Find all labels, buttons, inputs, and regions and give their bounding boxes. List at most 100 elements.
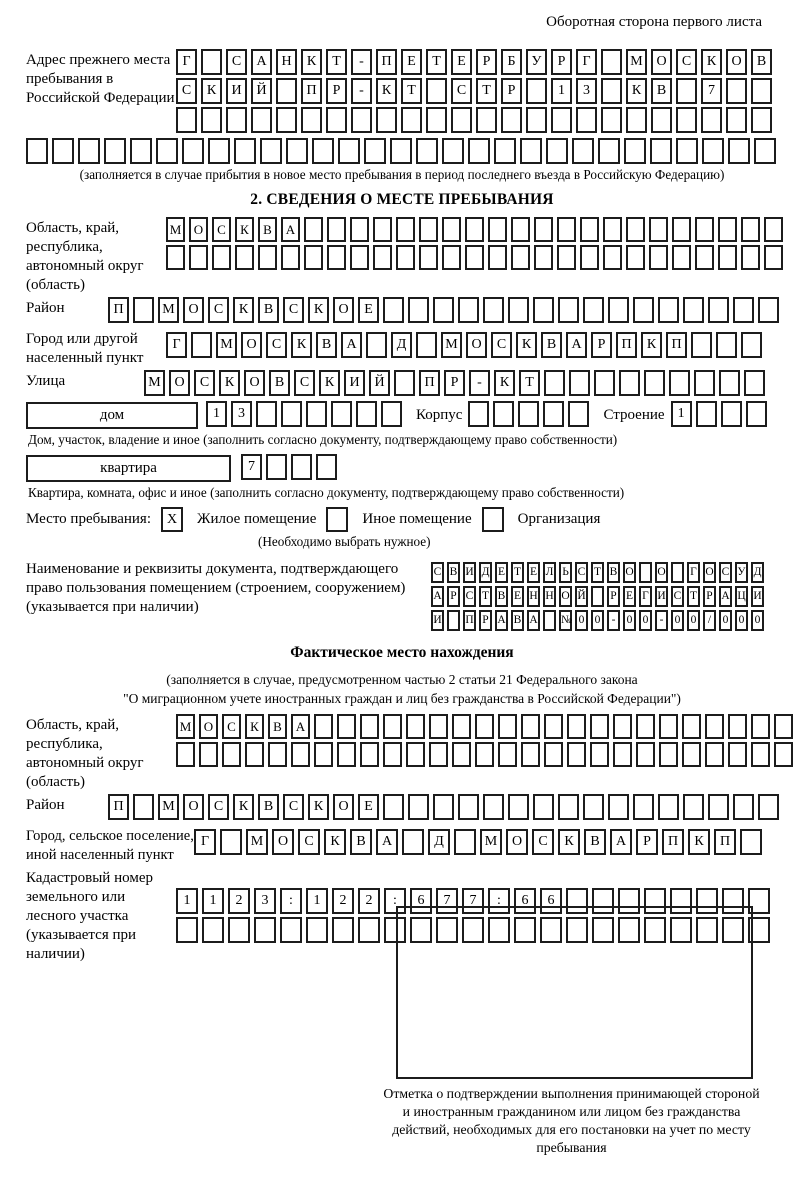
korpus-label: Корпус bbox=[416, 407, 463, 423]
char-box: Ц bbox=[735, 586, 748, 607]
char-box bbox=[406, 714, 425, 739]
char-box bbox=[256, 401, 277, 427]
char-box bbox=[511, 217, 530, 242]
char-box: К bbox=[516, 332, 537, 358]
char-box bbox=[669, 370, 690, 396]
char-box: 0 bbox=[751, 610, 764, 631]
char-box: В bbox=[350, 829, 372, 855]
stamp-area: Отметка о подтверждении выполнения прини… bbox=[383, 906, 768, 1157]
char-box: В bbox=[258, 217, 277, 242]
char-box bbox=[442, 217, 461, 242]
char-box bbox=[511, 245, 530, 270]
char-box: С bbox=[298, 829, 320, 855]
char-box bbox=[633, 297, 654, 323]
char-box bbox=[583, 794, 604, 820]
char-box: 3 bbox=[254, 888, 276, 914]
char-box bbox=[133, 297, 154, 323]
char-box bbox=[104, 138, 126, 164]
prev-address-row-4 bbox=[26, 138, 778, 164]
char-box bbox=[726, 107, 747, 133]
char-box: С bbox=[283, 297, 304, 323]
char-box bbox=[533, 297, 554, 323]
char-box bbox=[373, 245, 392, 270]
char-box: С bbox=[176, 78, 197, 104]
char-box bbox=[708, 297, 729, 323]
char-box: К bbox=[319, 370, 340, 396]
char-box: К bbox=[626, 78, 647, 104]
char-box bbox=[751, 78, 772, 104]
char-box: Т bbox=[591, 562, 604, 583]
char-box: - bbox=[655, 610, 668, 631]
char-box: : bbox=[280, 888, 302, 914]
char-box bbox=[695, 401, 717, 427]
char-box: В bbox=[511, 610, 524, 631]
char-box bbox=[408, 794, 429, 820]
char-box: Й bbox=[251, 78, 272, 104]
char-box: В bbox=[651, 78, 672, 104]
char-box: Т bbox=[687, 586, 700, 607]
char-box bbox=[633, 794, 654, 820]
stroenie-cells: 1 bbox=[670, 401, 771, 427]
char-box bbox=[741, 217, 760, 242]
stay-type-checkbox-organization bbox=[481, 507, 504, 532]
char-box bbox=[718, 245, 737, 270]
char-box: Г bbox=[166, 332, 187, 358]
char-box bbox=[212, 245, 231, 270]
char-box: П bbox=[108, 794, 129, 820]
char-box: К bbox=[233, 794, 254, 820]
char-box bbox=[429, 714, 448, 739]
actual-city-block: Город, сельское поселение, иной населенн… bbox=[26, 825, 778, 865]
char-box: С bbox=[491, 332, 512, 358]
char-box bbox=[176, 107, 197, 133]
char-box: П bbox=[419, 370, 440, 396]
char-box bbox=[426, 78, 447, 104]
char-box: Р bbox=[447, 586, 460, 607]
char-box: Д bbox=[479, 562, 492, 583]
char-box bbox=[254, 917, 276, 943]
char-box bbox=[458, 794, 479, 820]
char-box: 0 bbox=[671, 610, 684, 631]
char-box: М bbox=[441, 332, 462, 358]
char-box bbox=[626, 107, 647, 133]
char-box bbox=[281, 401, 302, 427]
char-box bbox=[658, 297, 679, 323]
actual-region-label: Область, край, республика, автономный ок… bbox=[26, 717, 144, 790]
char-box: Е bbox=[451, 49, 472, 75]
char-box: И bbox=[226, 78, 247, 104]
char-box bbox=[754, 138, 776, 164]
char-box: А bbox=[281, 217, 300, 242]
document-block: Наименование и реквизиты документа, подт… bbox=[26, 558, 778, 634]
char-box bbox=[384, 917, 406, 943]
char-box: Р bbox=[703, 586, 716, 607]
char-box: 0 bbox=[639, 610, 652, 631]
char-box bbox=[406, 742, 425, 767]
prev-address-block: Адрес прежнего места пребывания в Россий… bbox=[26, 49, 778, 136]
char-box: В bbox=[584, 829, 606, 855]
char-box bbox=[613, 742, 632, 767]
char-box bbox=[220, 829, 242, 855]
char-box: О bbox=[559, 586, 572, 607]
char-box bbox=[583, 297, 604, 323]
char-box: О bbox=[651, 49, 672, 75]
char-box bbox=[526, 78, 547, 104]
char-box bbox=[751, 742, 770, 767]
char-box bbox=[462, 917, 484, 943]
char-box: О bbox=[333, 297, 354, 323]
page-side-note: Оборотная сторона первого листа bbox=[546, 14, 762, 30]
char-box bbox=[337, 714, 356, 739]
char-box: А bbox=[566, 332, 587, 358]
char-box bbox=[266, 454, 287, 480]
char-box bbox=[483, 297, 504, 323]
char-box: С bbox=[463, 586, 476, 607]
char-box bbox=[493, 401, 515, 427]
char-box bbox=[326, 107, 347, 133]
char-box: А bbox=[251, 49, 272, 75]
char-box bbox=[551, 107, 572, 133]
cadastral-label: Кадастровый номер земельного или лесного… bbox=[26, 870, 153, 962]
char-box bbox=[498, 714, 517, 739]
char-box: А bbox=[341, 332, 362, 358]
